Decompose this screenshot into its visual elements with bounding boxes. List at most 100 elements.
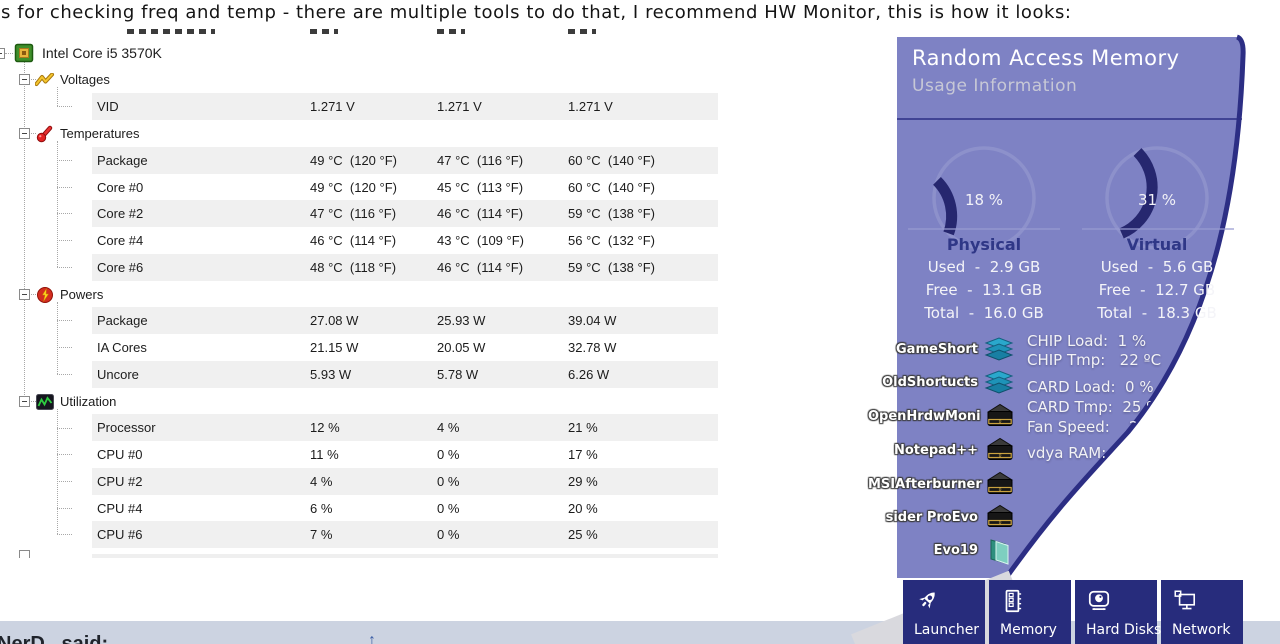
shortcut-openhrdwmoni[interactable]: OpenHrdwMoni [868, 409, 981, 424]
sensor-row[interactable]: IA Cores 21.15 W 20.05 W 32.78 W [92, 334, 718, 361]
sensor-row[interactable]: CPU #0 11 % 0 % 17 % [92, 441, 718, 468]
tree-connector [57, 409, 58, 534]
value-max: 21 % [568, 420, 598, 435]
tree-connector [57, 508, 72, 509]
shortcut-notepadpp[interactable]: Notepad++ [893, 443, 978, 458]
sensor-row[interactable]: Package 27.08 W 25.93 W 39.04 W [92, 307, 718, 334]
cpu-root-label: Intel Core i5 3570K [42, 45, 162, 61]
tree-connector [57, 106, 72, 107]
sensor-row[interactable]: CPU #4 6 % 0 % 20 % [92, 495, 718, 522]
tree-section-temperatures[interactable]: Temperatures [0, 120, 718, 147]
sensor-row[interactable]: Core #2 47 °C (116 °F) 46 °C (114 °F) 59… [92, 200, 718, 227]
svg-text:0: 0 [999, 419, 1002, 425]
sensor-row[interactable]: Core #6 48 °C (118 °F) 46 °C (114 °F) 59… [92, 254, 718, 281]
value-max: 32.78 W [568, 340, 617, 355]
ram-icon [1005, 589, 1022, 613]
harddisk-icon [1088, 590, 1110, 611]
expand-toggle[interactable] [19, 396, 30, 407]
sensor-row[interactable]: Uncore 5.93 W 5.78 W 6.26 W [92, 361, 718, 388]
expand-toggle[interactable] [19, 289, 30, 300]
value-min: 0 % [437, 474, 460, 489]
sensor-row[interactable]: Package 49 °C (120 °F) 47 °C (116 °F) 60… [92, 147, 718, 174]
tree-connector [57, 428, 72, 429]
virtual-used: Used - 5.6 GB [1100, 258, 1214, 276]
tree-section-powers[interactable]: Powers [0, 281, 718, 308]
section-label: Powers [60, 287, 104, 302]
value-max: 59 °C (138 °F) [568, 206, 655, 221]
tile-hard-disks[interactable]: Hard Disks [1075, 580, 1161, 644]
tree-connector [57, 160, 72, 161]
tree-connector [57, 347, 72, 348]
layers-icon[interactable] [983, 336, 1015, 363]
shortcut-msiafterburner[interactable]: MSIAfterburner [868, 477, 982, 492]
value-current: 21.15 W [310, 340, 359, 355]
temperature-icon [36, 125, 53, 143]
drive-box-icon[interactable]: 0 [985, 402, 1015, 429]
sensor-label: Package [97, 153, 148, 168]
sensor-row[interactable]: Core #0 49 °C (120 °F) 45 °C (113 °F) 60… [92, 174, 718, 201]
value-min: 5.78 W [437, 367, 479, 382]
shortcut-siderproevo[interactable]: sider ProEvo [885, 510, 978, 525]
sensor-row[interactable]: VID 1.271 V 1.271 V 1.271 V [92, 93, 718, 120]
value-current: 46 °C (114 °F) [310, 233, 397, 248]
widget-subtitle: Usage Information [912, 76, 1078, 96]
value-current: 1.271 V [310, 99, 355, 114]
widget-title: Random Access Memory [912, 46, 1180, 70]
tree-connector [57, 141, 58, 267]
tile-label: Memory [1000, 622, 1057, 638]
tree-row-cpu-root[interactable]: Intel Core i5 3570K [0, 40, 718, 67]
sensor-label: Core #6 [97, 260, 144, 275]
value-max: 59 °C (138 °F) [568, 260, 655, 275]
virtual-label: Virtual [1126, 235, 1188, 254]
physical-free: Free - 13.1 GB [925, 281, 1043, 299]
sensor-row[interactable]: CPU #6 7 % 0 % 25 % [92, 521, 718, 548]
value-min: 0 % [437, 447, 460, 462]
value-min: 25.93 W [437, 313, 486, 328]
tree-section-voltages[interactable]: Voltages [0, 66, 718, 93]
quote-jump-arrow[interactable]: ↑ [368, 632, 376, 644]
drive-box-icon[interactable]: 0 [985, 503, 1015, 530]
section-label: Voltages [60, 72, 110, 87]
sensor-label: Core #4 [97, 233, 144, 248]
tree-connector [57, 534, 72, 535]
sensor-row[interactable]: Processor 12 % 4 % 21 % [92, 414, 718, 441]
value-max: 56 °C (132 °F) [568, 233, 655, 248]
value-current: 49 °C (120 °F) [310, 180, 397, 195]
physical-gauge-arc [932, 177, 958, 236]
shortcut-oldshortucts[interactable]: OldShortucts [882, 375, 978, 390]
section-label: Utilization [60, 394, 117, 409]
drive-box-icon[interactable]: 0 [985, 470, 1015, 497]
tile-memory[interactable]: Memory [989, 580, 1071, 644]
tree-section-utilization[interactable]: Utilization [0, 388, 718, 415]
value-current: 4 % [310, 474, 333, 489]
voltage-icon [35, 73, 54, 86]
sensor-row[interactable]: Core #4 46 °C (114 °F) 43 °C (109 °F) 56… [92, 227, 718, 254]
virtual-gauge-track [1105, 146, 1209, 250]
sensor-label: Uncore [97, 367, 139, 382]
tile-launcher[interactable]: Launcher [903, 580, 985, 644]
tree-connector [57, 267, 72, 268]
tree-connector [31, 79, 36, 80]
physical-label: Physical [946, 235, 1022, 254]
shortcut-evo19[interactable]: Evo19 [933, 543, 978, 558]
layers-icon[interactable] [983, 369, 1015, 396]
expand-toggle[interactable] [19, 128, 30, 139]
sensor-row[interactable]: CPU #2 4 % 0 % 29 % [92, 468, 718, 495]
svg-text:0: 0 [999, 453, 1002, 459]
value-current: 49 °C (120 °F) [310, 153, 397, 168]
drive-box-icon[interactable]: 0 [985, 436, 1015, 463]
value-min: 4 % [437, 420, 460, 435]
tile-network[interactable]: Network [1161, 580, 1243, 644]
utilization-icon [36, 394, 54, 410]
shortcut-gameshort[interactable]: GameShort [896, 342, 978, 357]
expand-toggle[interactable] [0, 48, 5, 59]
gpu-chip-load: CHIP Load: 1 % [1027, 332, 1147, 350]
sensor-label: IA Cores [97, 340, 147, 355]
value-min: 1.271 V [437, 99, 482, 114]
cpu-chip-icon [14, 43, 34, 63]
physical-percent: 18 % [964, 191, 1004, 209]
value-max: 60 °C (140 °F) [568, 180, 655, 195]
expand-toggle[interactable] [19, 74, 30, 85]
expand-toggle[interactable] [19, 550, 30, 558]
folder-icon[interactable] [987, 536, 1013, 566]
